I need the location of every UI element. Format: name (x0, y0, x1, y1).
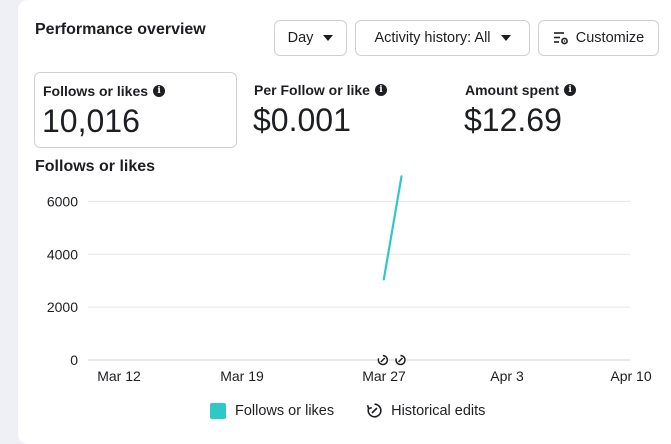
follows-line-chart: 0 2000 4000 6000 Mar 12 Mar 19 Mar 27 Apr 3 Apr … (47, 175, 652, 384)
x-tick-label: Apr 3 (490, 368, 524, 384)
chart-legend: Follows or likes Historical edits (210, 402, 517, 419)
chart-title: Follows or likes (35, 158, 156, 175)
day-dropdown[interactable]: Day (274, 20, 347, 56)
metric-per-follow-or-like[interactable]: Per Follow or like i $0.001 (246, 72, 446, 148)
metric-value: $12.69 (464, 102, 562, 138)
historical-edit-marker[interactable] (376, 354, 389, 366)
metric-value: $0.001 (253, 102, 351, 138)
caret-down-icon (323, 35, 334, 41)
metric-label: Follows or likes (43, 83, 149, 99)
sliders-gear-icon (553, 32, 568, 45)
metric-value: 10,016 (42, 103, 140, 139)
metric-label-wrap: Follows or likes i (43, 83, 166, 99)
historical-edit-marker[interactable] (394, 354, 407, 366)
metric-label-wrap: Amount spent i (465, 82, 577, 98)
activity-history-label: Activity history: All (374, 30, 491, 46)
legend-edits-label: Historical edits (391, 402, 486, 419)
metric-label: Amount spent (465, 82, 560, 98)
legend-swatch (210, 402, 226, 419)
metric-label-wrap: Per Follow or like i (254, 82, 387, 98)
legend-item-historical-edits[interactable]: Historical edits (366, 402, 485, 419)
x-tick-label: Mar 27 (362, 368, 406, 384)
caret-down-icon (500, 35, 511, 41)
y-tick-label: 6000 (47, 193, 78, 209)
y-tick-label: 2000 (47, 299, 78, 315)
activity-history-dropdown[interactable]: Activity history: All (355, 20, 530, 56)
legend-series-label: Follows or likes (235, 402, 335, 419)
customize-label: Customize (575, 30, 645, 46)
metric-amount-spent[interactable]: Amount spent i $12.69 (457, 72, 657, 148)
x-tick-label: Mar 12 (97, 368, 141, 384)
customize-button[interactable]: Customize (538, 20, 659, 56)
info-icon[interactable]: i (374, 84, 387, 96)
metric-label: Per Follow or like (254, 82, 370, 98)
series-line (382, 175, 403, 281)
day-dropdown-label: Day (287, 30, 314, 46)
x-tick-label: Apr 10 (610, 368, 651, 384)
info-icon[interactable]: i (564, 84, 577, 96)
page-title: Performance overview (35, 21, 206, 38)
performance-card (18, 0, 671, 444)
info-icon[interactable]: i (153, 85, 166, 97)
x-tick-label: Mar 19 (220, 368, 264, 384)
y-tick-label: 0 (70, 352, 78, 368)
metric-follows-or-likes[interactable]: Follows or likes i 10,016 (34, 72, 237, 148)
legend-item-series[interactable]: Follows or likes (210, 402, 335, 419)
y-tick-label: 4000 (47, 246, 78, 262)
historical-edit-icon (366, 403, 382, 418)
